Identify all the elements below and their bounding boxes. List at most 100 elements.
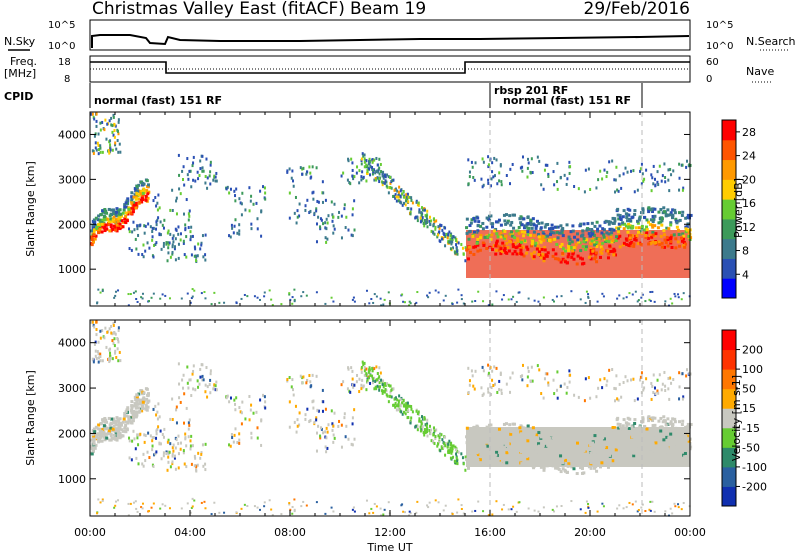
velocity-cell-1898 bbox=[372, 511, 375, 514]
velocity-cell-479 bbox=[306, 379, 309, 383]
velocity-cell-1690 bbox=[587, 376, 590, 380]
power-cell-659 bbox=[202, 255, 205, 259]
power-cell-1621 bbox=[586, 222, 590, 226]
velocity-cell-1648 bbox=[587, 441, 591, 445]
velocity-cell-514 bbox=[317, 409, 320, 413]
power-cell-35 bbox=[129, 207, 133, 211]
velocity-cell-505 bbox=[312, 406, 315, 410]
power-cell-808 bbox=[421, 208, 424, 212]
power-cell-188 bbox=[90, 235, 94, 239]
velocity-cell-200 bbox=[141, 398, 145, 402]
velocity-cell-1830 bbox=[631, 503, 634, 506]
power-cell-407 bbox=[178, 187, 181, 191]
power-cell-444 bbox=[229, 235, 232, 239]
velocity-cell-297 bbox=[96, 350, 99, 354]
velocity-cell-1922 bbox=[213, 501, 216, 504]
power-cell-686 bbox=[195, 255, 198, 259]
velocity-cell-666 bbox=[183, 462, 186, 466]
velocity-cell-142 bbox=[136, 406, 140, 410]
power-cell-318 bbox=[95, 148, 98, 152]
velocity-cell-1784 bbox=[616, 397, 619, 401]
velocity-cell-1546 bbox=[612, 431, 616, 435]
velocity-cell-1694 bbox=[467, 366, 470, 370]
power-cell-56 bbox=[125, 199, 129, 203]
power-cell-211 bbox=[130, 201, 134, 205]
power-cell-342 bbox=[187, 212, 190, 216]
velocity-cell-445 bbox=[241, 400, 244, 404]
power-cell-199 bbox=[115, 229, 119, 233]
velocity-cell-271 bbox=[118, 350, 121, 354]
power-cell-982 bbox=[497, 248, 501, 252]
power-cell-1919 bbox=[204, 297, 207, 300]
power-cell-1105 bbox=[590, 237, 594, 241]
power-cell-589 bbox=[342, 171, 345, 175]
power-cell-1414 bbox=[472, 230, 476, 234]
power-cell-1372 bbox=[492, 229, 496, 233]
power-cell-574 bbox=[352, 177, 355, 181]
power-cell-1727 bbox=[531, 171, 534, 175]
velocity-cell-1941 bbox=[99, 501, 102, 504]
velocity-cell-1196 bbox=[589, 466, 593, 470]
power-cell-1069 bbox=[684, 230, 688, 234]
power-cell-203 bbox=[104, 209, 108, 213]
velocity-cell-356 bbox=[171, 417, 174, 421]
power-cell-537 bbox=[343, 207, 346, 211]
power-cell-1243 bbox=[624, 224, 628, 228]
velocity-cell-564 bbox=[369, 381, 372, 385]
velocity-cell-187 bbox=[108, 423, 112, 427]
velocity-cell-1444 bbox=[687, 444, 691, 448]
velocity-cell-86 bbox=[123, 414, 127, 418]
velocity-cell-1175 bbox=[569, 439, 573, 443]
power-cell-387 bbox=[194, 179, 197, 183]
power-cell-873 bbox=[451, 240, 454, 244]
velocity-cell-1938 bbox=[677, 506, 680, 509]
velocity-cell-376 bbox=[215, 380, 218, 384]
power-cell-1662 bbox=[552, 170, 555, 174]
velocity-cell-211 bbox=[130, 410, 134, 414]
velocity-cell-770 bbox=[460, 452, 463, 456]
velocity-cell-1516 bbox=[530, 436, 534, 440]
power-cell-539 bbox=[343, 203, 346, 207]
power-cell-1603 bbox=[513, 236, 517, 240]
velocity-cell-1945 bbox=[462, 512, 465, 515]
velocity-cell-1568 bbox=[476, 425, 480, 429]
power-cell-1213 bbox=[577, 240, 581, 244]
velocity-cell-1398 bbox=[476, 453, 480, 457]
power-cell-349 bbox=[154, 196, 157, 200]
power-cell-218 bbox=[100, 230, 104, 234]
power-cell-254 bbox=[91, 223, 95, 227]
power-cell-1514 bbox=[567, 235, 571, 239]
power-cell-1287 bbox=[682, 234, 686, 238]
velocity-cell-621 bbox=[144, 434, 147, 438]
velocity-cell-1195 bbox=[468, 454, 472, 458]
velocity-cell-1021 bbox=[602, 437, 606, 441]
velocity-cell-443 bbox=[240, 411, 243, 415]
power-cell-1906 bbox=[587, 293, 590, 296]
power-cell-631 bbox=[131, 230, 134, 234]
velocity-cell-1919 bbox=[204, 507, 207, 510]
velocity-cell-83 bbox=[103, 438, 107, 442]
velocity-cell-1198 bbox=[646, 446, 650, 450]
velocity-cell-369 bbox=[152, 436, 155, 440]
power-cell-826 bbox=[395, 199, 398, 203]
power-cell-970 bbox=[470, 218, 474, 222]
power-cell-1760 bbox=[643, 177, 646, 181]
power-cell-1228 bbox=[590, 239, 594, 243]
power-cell-291 bbox=[94, 141, 97, 145]
velocity-cell-372 bbox=[177, 434, 180, 438]
velocity-cell-1789 bbox=[482, 369, 485, 373]
power-cell-1397 bbox=[506, 219, 510, 223]
power-cell-524 bbox=[333, 202, 336, 206]
velocity-cell-444 bbox=[229, 444, 232, 448]
velocity-cell-553 bbox=[351, 443, 354, 447]
noise-right-tick-bottom: 10^0 bbox=[706, 41, 733, 52]
power-cell-1124 bbox=[604, 219, 608, 223]
power-cell-1205 bbox=[647, 206, 651, 210]
velocity-cell-371 bbox=[157, 425, 160, 429]
power-colorbar-label: Power [dB] bbox=[732, 178, 745, 238]
power-cell-1518 bbox=[509, 240, 513, 244]
power-cell-1685 bbox=[521, 169, 524, 173]
noise-right-tick-top: 10^5 bbox=[706, 20, 733, 31]
power-cell-462 bbox=[260, 210, 263, 214]
power-cell-1186 bbox=[573, 235, 577, 239]
